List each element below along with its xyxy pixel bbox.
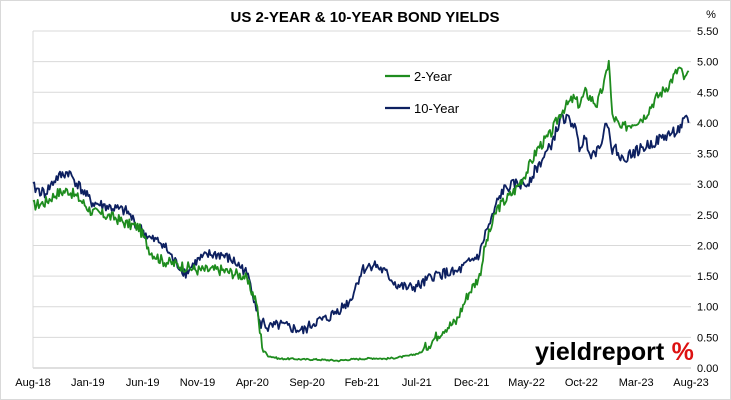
y-axis-unit: % <box>706 9 716 21</box>
y-tick-label: 1.50 <box>697 271 718 283</box>
gridlines <box>32 30 691 369</box>
x-tick-label: Sep-20 <box>289 377 324 389</box>
y-tick-label: 4.50 <box>697 87 718 99</box>
y-tick-label: 0.50 <box>697 332 718 344</box>
series-line-2-year <box>32 59 690 363</box>
x-tick-label: Jan-19 <box>71 377 105 389</box>
logo-wordmark: yieldreport <box>535 338 665 366</box>
y-tick-label: 2.00 <box>697 240 718 252</box>
y-tick-label: 5.00 <box>697 57 718 69</box>
x-tick-label: Aug-18 <box>15 377 50 389</box>
y-tick-label: 3.00 <box>697 179 718 191</box>
y-tick-label: 4.00 <box>697 118 718 130</box>
legend: 2-Year 10-Year <box>385 69 460 116</box>
x-tick-label: May-22 <box>508 377 545 389</box>
x-tick-label: Mar-23 <box>619 377 654 389</box>
x-tick-label: Jul-21 <box>402 377 432 389</box>
y-axis-ticks: 0.00 0.50 1.00 1.50 2.00 2.50 3.00 3.50 4.00 4.50… <box>697 26 718 375</box>
svg-text:yieldreport %: yieldreport % <box>535 338 694 366</box>
x-tick-label: Dec-21 <box>454 377 489 389</box>
x-axis-ticks: Aug-18 Jan-19 Jun-19 Nov-19 Apr-20 Sep-20 Feb-… <box>15 377 708 389</box>
x-tick-label: Oct-22 <box>565 377 598 389</box>
legend-label: 2-Year <box>414 69 452 84</box>
y-tick-label: 2.50 <box>697 210 718 222</box>
logo-percent-glyph: % <box>672 338 694 366</box>
x-tick-label: Nov-19 <box>180 377 215 389</box>
y-tick-label: 0.00 <box>697 363 718 375</box>
y-tick-label: 5.50 <box>697 26 718 38</box>
y-tick-label: 3.50 <box>697 149 718 161</box>
x-tick-label: Apr-20 <box>236 377 269 389</box>
chart-title: US 2-YEAR & 10-YEAR BOND YIELDS <box>231 9 500 26</box>
x-tick-label: Feb-21 <box>345 377 380 389</box>
x-tick-label: Jun-19 <box>126 377 160 389</box>
series-lines <box>32 59 690 363</box>
yieldreport-logo: yieldreport % <box>535 338 694 366</box>
x-tick-label: Aug-23 <box>673 377 708 389</box>
legend-label: 10-Year <box>414 101 460 116</box>
y-tick-label: 1.00 <box>697 302 718 314</box>
